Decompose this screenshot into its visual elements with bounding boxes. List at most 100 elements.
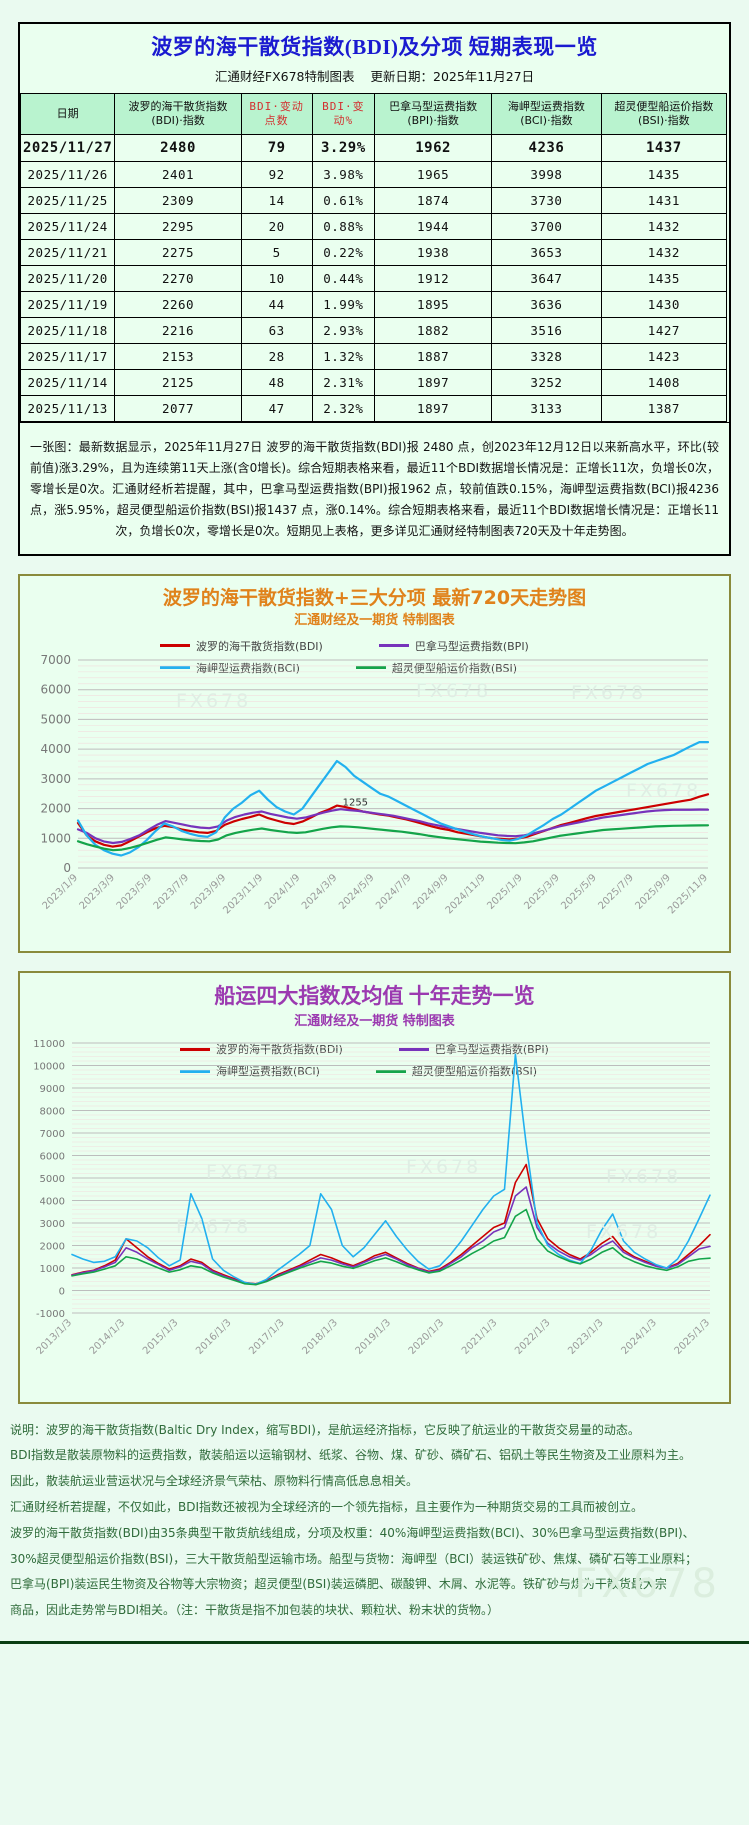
series-line-海岬型运费指数(BCI) <box>76 741 710 857</box>
cell-chg: 14 <box>240 186 313 214</box>
col-bdi-change: BDI·变动点数 <box>240 93 313 135</box>
cell-date: 2025/11/20 <box>19 264 116 292</box>
legend-label-bpi: 巴拿马型运费指数(BPI) <box>434 1043 549 1057</box>
x-axis-tick-label: 2023/7/9 <box>152 873 192 913</box>
y-axis-tick-label: 7000 <box>40 653 71 667</box>
cell-chg: 79 <box>240 133 313 162</box>
series-line-超灵便型船运价指数(BSI) <box>71 1208 711 1286</box>
table-row: 2025/11/14 2125 48 2.31% 1897 3252 1408 <box>19 368 728 396</box>
table-row: 2025/11/26 2401 92 3.98% 1965 3998 1435 <box>19 160 728 188</box>
footer-line: 说明：波罗的海干散货指数(Baltic Dry Index，缩写BDI)，是航运… <box>10 1422 640 1437</box>
x-axis-tick-label: 2024/1/9 <box>263 873 303 913</box>
x-axis-tick-label: 2018/1/3 <box>300 1317 340 1357</box>
legend-swatch-bsi <box>355 666 386 670</box>
cell-bsi: 1432 <box>600 212 728 240</box>
cell-date: 2025/11/17 <box>19 342 116 370</box>
legend-swatch-bci <box>160 666 190 670</box>
cell-chg: 44 <box>240 290 313 318</box>
source-label: 汇通财经FX678特制图表 <box>214 69 355 85</box>
x-axis-tick-label: 2025/9/9 <box>634 873 674 913</box>
series-line-波罗的海干散货指数(BDI) <box>71 1163 711 1285</box>
table-subtitle: 汇通财经FX678特制图表 更新日期：2025年11月27日 <box>24 66 725 85</box>
legend-label-bsi: 超灵便型船运价指数(BSI) <box>411 1065 538 1079</box>
col-bsi: 超灵便型船运价指数(BSI)·指数 <box>600 93 728 135</box>
footer-line: 30%超灵便型船运价指数(BSI)，三大干散货船型运输市场。船型与货物：海岬型（… <box>10 1551 698 1566</box>
legend-label-bci: 海岬型运费指数(BCI) <box>216 1065 320 1079</box>
legend-label-bci: 海岬型运费指数(BCI) <box>196 661 300 675</box>
x-axis-tick-label: 2025/5/9 <box>559 873 599 913</box>
footer-watermark: FX678 <box>574 1560 721 1607</box>
x-axis-tick-label: 2024/1/3 <box>619 1317 659 1357</box>
x-axis-tick-label: 2024/7/9 <box>374 873 414 913</box>
y-axis-tick-label: 6000 <box>40 1151 65 1162</box>
x-axis-tick-label: 2015/1/3 <box>141 1317 181 1357</box>
y-axis-tick-label: 11000 <box>33 1039 65 1050</box>
x-axis-tick-label: 2023/3/9 <box>78 873 118 913</box>
cell-bdi: 2216 <box>114 316 242 344</box>
legend-item-bsi-2: 超灵便型船运价指数(BSI) <box>375 1063 538 1079</box>
footer-line: 商品，因此走势常与BDI相关。（注：干散货是指不加包装的块状、颗粒状、粉末状的货… <box>10 1603 500 1618</box>
y-axis-tick-label: 8000 <box>40 1106 65 1117</box>
x-axis-tick-label: 2023/1/3 <box>566 1317 606 1357</box>
legend-item-bpi-2: 巴拿马型运费指数(BPI) <box>398 1041 549 1057</box>
x-axis-tick-label: 2017/1/3 <box>247 1317 287 1357</box>
cell-bpi: 1887 <box>374 342 493 370</box>
cell-pct: 0.61% <box>311 186 376 214</box>
cell-bdi: 2153 <box>114 342 242 370</box>
table-body: 2025/11/27 2480 79 3.29% 1962 4236 1437 2025/11… <box>19 133 728 422</box>
y-axis-tick-label: 3000 <box>40 772 71 786</box>
summary-paragraph: 一张图：最新数据显示，2025年11月27日 波罗的海干散货指数(BDI)报 2… <box>20 421 729 554</box>
cell-bdi: 2077 <box>114 394 242 422</box>
cell-bsi: 1431 <box>600 186 728 214</box>
cell-bci: 4236 <box>491 133 602 162</box>
cell-pct: 0.88% <box>311 212 376 240</box>
x-axis-tick-label: 2014/1/3 <box>88 1317 128 1357</box>
cell-bci: 3133 <box>491 394 602 422</box>
cell-date: 2025/11/26 <box>19 160 116 188</box>
footer-line: BDI指数是散装原物料的运费指数，散装船运以运输钢材、纸浆、谷物、煤、矿砂、磷矿… <box>10 1448 692 1463</box>
cell-bpi: 1912 <box>374 264 493 292</box>
cell-bdi: 2260 <box>114 290 242 318</box>
chart2-title-block: 船运四大指数及均值 十年走势一览 汇通财经及一期货 特制图表 <box>26 983 723 1030</box>
page-title: 波罗的海干散货指数(BDI)及分项 短期表现一览 <box>151 35 598 59</box>
cell-chg: 63 <box>240 316 313 344</box>
legend-item-bdi-2: 波罗的海干散货指数(BDI) <box>180 1041 343 1057</box>
cell-bsi: 1432 <box>600 238 728 266</box>
cell-pct: 2.32% <box>311 394 376 422</box>
cell-chg: 92 <box>240 160 313 188</box>
x-axis-tick-label: 2021/1/3 <box>460 1317 500 1357</box>
col-bpi: 巴拿马型运费指数(BPI)·指数 <box>374 93 493 135</box>
footer-line: 波罗的海干散货指数(BDI)由35条典型干散货航线组成，分项及权重：40%海岬型… <box>10 1525 695 1540</box>
footer-line: 汇通财经析若提醒，不仅如此，BDI指数还被视为全球经济的一个领先指标，且主要作为… <box>10 1499 644 1514</box>
cell-bdi: 2309 <box>114 186 242 214</box>
legend-label-bpi: 巴拿马型运费指数(BPI) <box>414 639 529 653</box>
col-bdi-pct: BDI·变动% <box>311 93 376 135</box>
chart2-plot: -1000 0 1000 2000 3000 4000 5000 6000 7000 8000 90… <box>26 1031 723 1396</box>
series-line-海岬型运费指数(BCI) <box>71 1053 711 1285</box>
cell-bsi: 1423 <box>600 342 728 370</box>
y-axis-tick-label: 9000 <box>40 1084 65 1095</box>
cell-bsi: 1435 <box>600 160 728 188</box>
chart2-legend: 波罗的海干散货指数(BDI) 巴拿马型运费指数(BPI) 海岬型运费指数(BCI… <box>180 1041 549 1085</box>
cell-bci: 3647 <box>491 264 602 292</box>
cell-bci: 3636 <box>491 290 602 318</box>
legend-swatch-bdi <box>180 1047 210 1051</box>
chart2-subtitle: 汇通财经及一期货 特制图表 <box>294 1013 455 1029</box>
cell-date: 2025/11/19 <box>19 290 116 318</box>
cell-chg: 20 <box>240 212 313 240</box>
cell-pct: 1.99% <box>311 290 376 318</box>
cell-bdi: 2295 <box>114 212 242 240</box>
cell-date: 2025/11/18 <box>19 316 116 344</box>
cell-bsi: 1437 <box>600 133 728 162</box>
legend-item-bci-2: 海岬型运费指数(BCI) <box>180 1063 320 1079</box>
series-line-超灵便型船运价指数(BSI) <box>76 824 710 852</box>
y-axis-tick-label: 7000 <box>40 1129 65 1140</box>
x-axis-tick-label: 2025/11/9 <box>666 873 710 917</box>
series-line-巴拿马型运费指数(BPI) <box>76 808 710 845</box>
y-axis-tick-label: 6000 <box>40 683 71 697</box>
cell-bsi: 1408 <box>600 368 728 396</box>
cell-bci: 3252 <box>491 368 602 396</box>
y-axis-tick-label: -1000 <box>36 1309 65 1320</box>
y-axis-tick-label: 0 <box>63 861 71 875</box>
cell-bci: 3730 <box>491 186 602 214</box>
